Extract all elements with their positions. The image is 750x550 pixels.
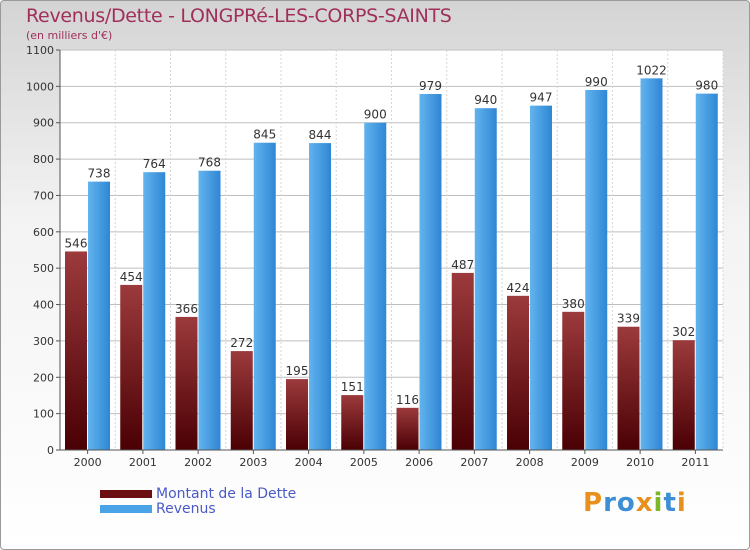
bar-revenus bbox=[253, 142, 276, 450]
x-tick-label: 2011 bbox=[681, 456, 709, 469]
x-tick-label: 2009 bbox=[571, 456, 599, 469]
bar-revenus bbox=[364, 122, 387, 451]
x-tick-label: 2005 bbox=[350, 456, 378, 469]
proxiti-logo: Proxiti bbox=[583, 488, 687, 518]
data-label-revenus: 1022 bbox=[636, 63, 667, 77]
bar-revenus bbox=[530, 105, 552, 451]
bar-dette bbox=[65, 251, 87, 450]
y-tick-label: 1000 bbox=[26, 80, 54, 93]
data-label-revenus: 979 bbox=[419, 79, 442, 93]
y-tick-label: 600 bbox=[33, 226, 54, 239]
y-tick-label: 500 bbox=[33, 262, 54, 275]
bar-revenus bbox=[474, 108, 497, 450]
bar-dette bbox=[507, 295, 529, 450]
data-label-dette: 339 bbox=[617, 312, 640, 326]
bar-dette bbox=[175, 316, 198, 450]
data-label-dette: 546 bbox=[65, 236, 88, 250]
bar-dette bbox=[672, 340, 695, 450]
bar-dette bbox=[562, 311, 585, 450]
data-label-dette: 116 bbox=[396, 393, 419, 407]
y-tick-label: 400 bbox=[33, 299, 54, 312]
bar-revenus bbox=[198, 170, 221, 450]
bar-dette bbox=[341, 395, 364, 450]
data-label-dette: 195 bbox=[286, 364, 309, 378]
bar-dette bbox=[120, 284, 143, 450]
data-label-dette: 487 bbox=[451, 258, 474, 272]
chart-title: Revenus/Dette - LONGPRé-LES-CORPS-SAINTS bbox=[26, 5, 452, 27]
x-tick-label: 2004 bbox=[295, 456, 323, 469]
bar-dette bbox=[286, 379, 308, 450]
data-label-dette: 272 bbox=[230, 336, 253, 350]
bar-revenus bbox=[143, 172, 166, 450]
data-label-revenus: 768 bbox=[198, 156, 221, 170]
chart-subtitle: (en milliers d'€) bbox=[26, 29, 113, 42]
x-tick-label: 2003 bbox=[239, 456, 267, 469]
bar-revenus bbox=[309, 143, 331, 450]
bar-dette bbox=[230, 351, 253, 450]
bar-dette bbox=[617, 326, 640, 450]
legend-swatch-revenus bbox=[100, 505, 152, 513]
y-tick-label: 200 bbox=[33, 371, 54, 384]
bar-revenus bbox=[695, 93, 718, 451]
data-label-dette: 424 bbox=[507, 281, 530, 295]
data-label-revenus: 940 bbox=[474, 93, 497, 107]
bar-revenus bbox=[88, 181, 110, 451]
bar-dette bbox=[396, 407, 419, 450]
bar-revenus bbox=[419, 94, 442, 450]
legend-label-revenus: Revenus bbox=[156, 501, 216, 517]
data-label-revenus: 844 bbox=[309, 128, 332, 142]
x-tick-label: 2010 bbox=[626, 456, 654, 469]
data-label-dette: 380 bbox=[562, 297, 585, 311]
data-label-dette: 151 bbox=[341, 380, 364, 394]
y-tick-label: 900 bbox=[33, 117, 54, 130]
legend-item-dette: Montant de la Dette bbox=[100, 486, 296, 502]
x-tick-label: 2007 bbox=[460, 456, 488, 469]
y-tick-label: 0 bbox=[47, 444, 54, 457]
x-tick-label: 2002 bbox=[184, 456, 212, 469]
data-label-dette: 366 bbox=[175, 302, 198, 316]
y-tick-label: 100 bbox=[33, 408, 54, 421]
data-label-revenus: 845 bbox=[253, 128, 276, 142]
legend-label-dette: Montant de la Dette bbox=[156, 486, 297, 502]
data-label-revenus: 947 bbox=[530, 91, 553, 105]
bar-revenus bbox=[640, 78, 663, 450]
bar-revenus bbox=[585, 90, 608, 450]
data-label-revenus: 900 bbox=[364, 108, 387, 122]
y-tick-label: 1100 bbox=[26, 44, 54, 57]
data-label-revenus: 980 bbox=[695, 79, 718, 93]
data-label-dette: 454 bbox=[120, 270, 143, 284]
y-tick-label: 300 bbox=[33, 335, 54, 348]
x-tick-label: 2000 bbox=[74, 456, 102, 469]
x-tick-label: 2006 bbox=[405, 456, 433, 469]
x-tick-label: 2001 bbox=[129, 456, 157, 469]
data-label-revenus: 990 bbox=[585, 75, 608, 89]
data-label-revenus: 738 bbox=[88, 167, 111, 181]
y-tick-label: 800 bbox=[33, 153, 54, 166]
bar-dette bbox=[451, 272, 474, 450]
legend-item-revenus: Revenus bbox=[100, 501, 216, 517]
legend-swatch-dette bbox=[100, 490, 152, 498]
data-label-dette: 302 bbox=[672, 325, 695, 339]
data-label-revenus: 764 bbox=[143, 157, 166, 171]
y-tick-label: 700 bbox=[33, 189, 54, 202]
x-tick-label: 2008 bbox=[516, 456, 544, 469]
